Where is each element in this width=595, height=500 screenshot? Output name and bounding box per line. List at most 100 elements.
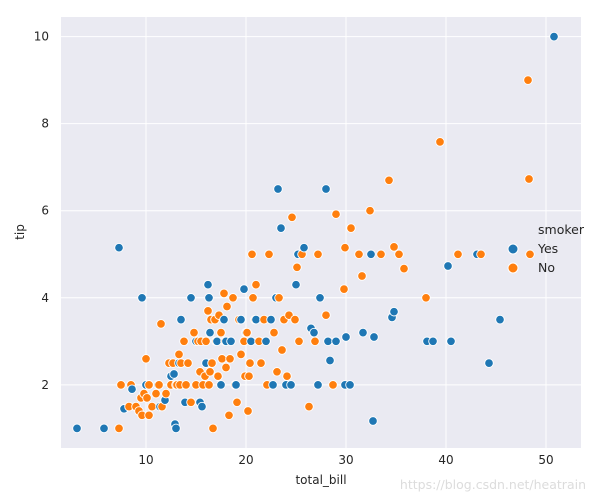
data-point-no <box>399 263 409 274</box>
data-point-no <box>243 406 253 416</box>
data-point-no <box>321 310 331 320</box>
data-point-no <box>247 249 257 260</box>
data-point-yes <box>236 314 246 325</box>
data-point-yes <box>273 184 283 194</box>
data-point-yes <box>266 314 276 325</box>
y-tick-label: 2 <box>41 378 49 392</box>
data-points <box>72 31 559 434</box>
x-tick-label: 20 <box>238 453 253 467</box>
data-point-no <box>384 175 394 186</box>
data-point-no <box>354 249 364 260</box>
data-point-no <box>524 174 534 184</box>
data-point-yes <box>226 336 236 347</box>
data-point-no <box>142 393 152 403</box>
data-point-no <box>224 410 234 421</box>
data-point-no <box>208 423 218 434</box>
data-point-no <box>523 75 533 85</box>
data-point-no <box>141 354 151 364</box>
data-point-yes <box>366 249 376 260</box>
plot-area <box>61 17 581 448</box>
data-point-no <box>207 358 217 368</box>
data-point-no <box>144 380 154 390</box>
data-point-yes <box>261 336 271 347</box>
y-tick-label: 8 <box>41 117 49 131</box>
data-point-yes <box>231 380 241 390</box>
data-point-yes <box>484 358 494 368</box>
data-point-no <box>181 380 191 390</box>
data-point-no <box>156 319 166 329</box>
data-point-no <box>244 371 254 381</box>
data-point-yes <box>368 416 378 426</box>
data-point-no <box>151 388 161 399</box>
data-point-no <box>154 380 164 390</box>
legend-label-no: No <box>538 260 555 275</box>
data-point-yes <box>114 242 124 253</box>
y-tick-label: 4 <box>41 291 49 305</box>
data-point-yes <box>137 293 147 303</box>
data-point-no <box>179 336 189 347</box>
data-point-no <box>147 401 157 412</box>
data-point-no <box>203 306 213 316</box>
data-point-no <box>232 397 242 408</box>
data-point-yes <box>268 380 278 390</box>
data-point-no <box>310 336 320 347</box>
data-point-no <box>389 242 399 252</box>
data-point-no <box>277 345 287 355</box>
data-point-yes <box>369 332 379 342</box>
data-point-yes <box>239 284 249 294</box>
data-point-yes <box>203 279 213 290</box>
data-point-yes <box>286 380 296 390</box>
data-point-no <box>331 209 341 219</box>
data-point-no <box>272 367 282 377</box>
data-point-no <box>205 367 215 377</box>
data-point-no <box>292 262 302 273</box>
x-tick-label: 50 <box>538 453 553 467</box>
data-point-yes <box>549 31 559 42</box>
data-point-yes <box>323 336 333 347</box>
data-point-no <box>274 293 284 303</box>
data-point-yes <box>428 336 438 347</box>
y-tick-labels: 2 4 6 8 10 <box>34 30 49 392</box>
data-point-no <box>189 327 199 338</box>
data-point-no <box>476 249 486 260</box>
data-point-no <box>221 362 231 373</box>
data-point-no <box>328 380 338 390</box>
data-point-no <box>186 397 196 408</box>
data-point-yes <box>204 293 214 303</box>
data-point-yes <box>127 384 137 394</box>
data-point-no <box>219 288 229 299</box>
data-point-no <box>421 293 431 303</box>
data-point-no <box>174 349 184 360</box>
data-point-no <box>264 249 274 260</box>
data-point-yes <box>321 184 331 194</box>
data-point-no <box>525 249 535 260</box>
data-point-no <box>213 371 223 381</box>
data-point-yes <box>309 327 319 338</box>
data-point-no <box>435 137 445 147</box>
y-tick-label: 10 <box>34 30 49 44</box>
data-point-no <box>282 371 292 381</box>
x-axis-label: total_bill <box>295 473 346 487</box>
data-point-yes <box>345 380 355 390</box>
data-point-yes <box>495 314 505 325</box>
data-point-yes <box>299 242 309 253</box>
data-point-no <box>376 249 386 260</box>
data-point-yes <box>276 223 286 233</box>
data-point-yes <box>291 279 301 290</box>
data-point-yes <box>325 355 335 366</box>
data-point-yes <box>331 336 341 347</box>
data-point-no <box>339 284 349 294</box>
legend-marker-no <box>507 262 519 274</box>
legend-marker-yes <box>507 243 519 255</box>
data-point-yes <box>313 380 323 390</box>
data-point-yes <box>171 423 181 434</box>
data-point-no <box>144 410 154 421</box>
data-point-no <box>161 388 171 399</box>
y-axis-label: tip <box>13 224 27 240</box>
data-point-yes <box>246 336 256 347</box>
data-point-yes <box>197 401 207 412</box>
data-point-yes <box>446 336 456 347</box>
data-point-yes <box>315 293 325 303</box>
data-point-no <box>201 336 211 347</box>
data-point-no <box>217 354 227 364</box>
